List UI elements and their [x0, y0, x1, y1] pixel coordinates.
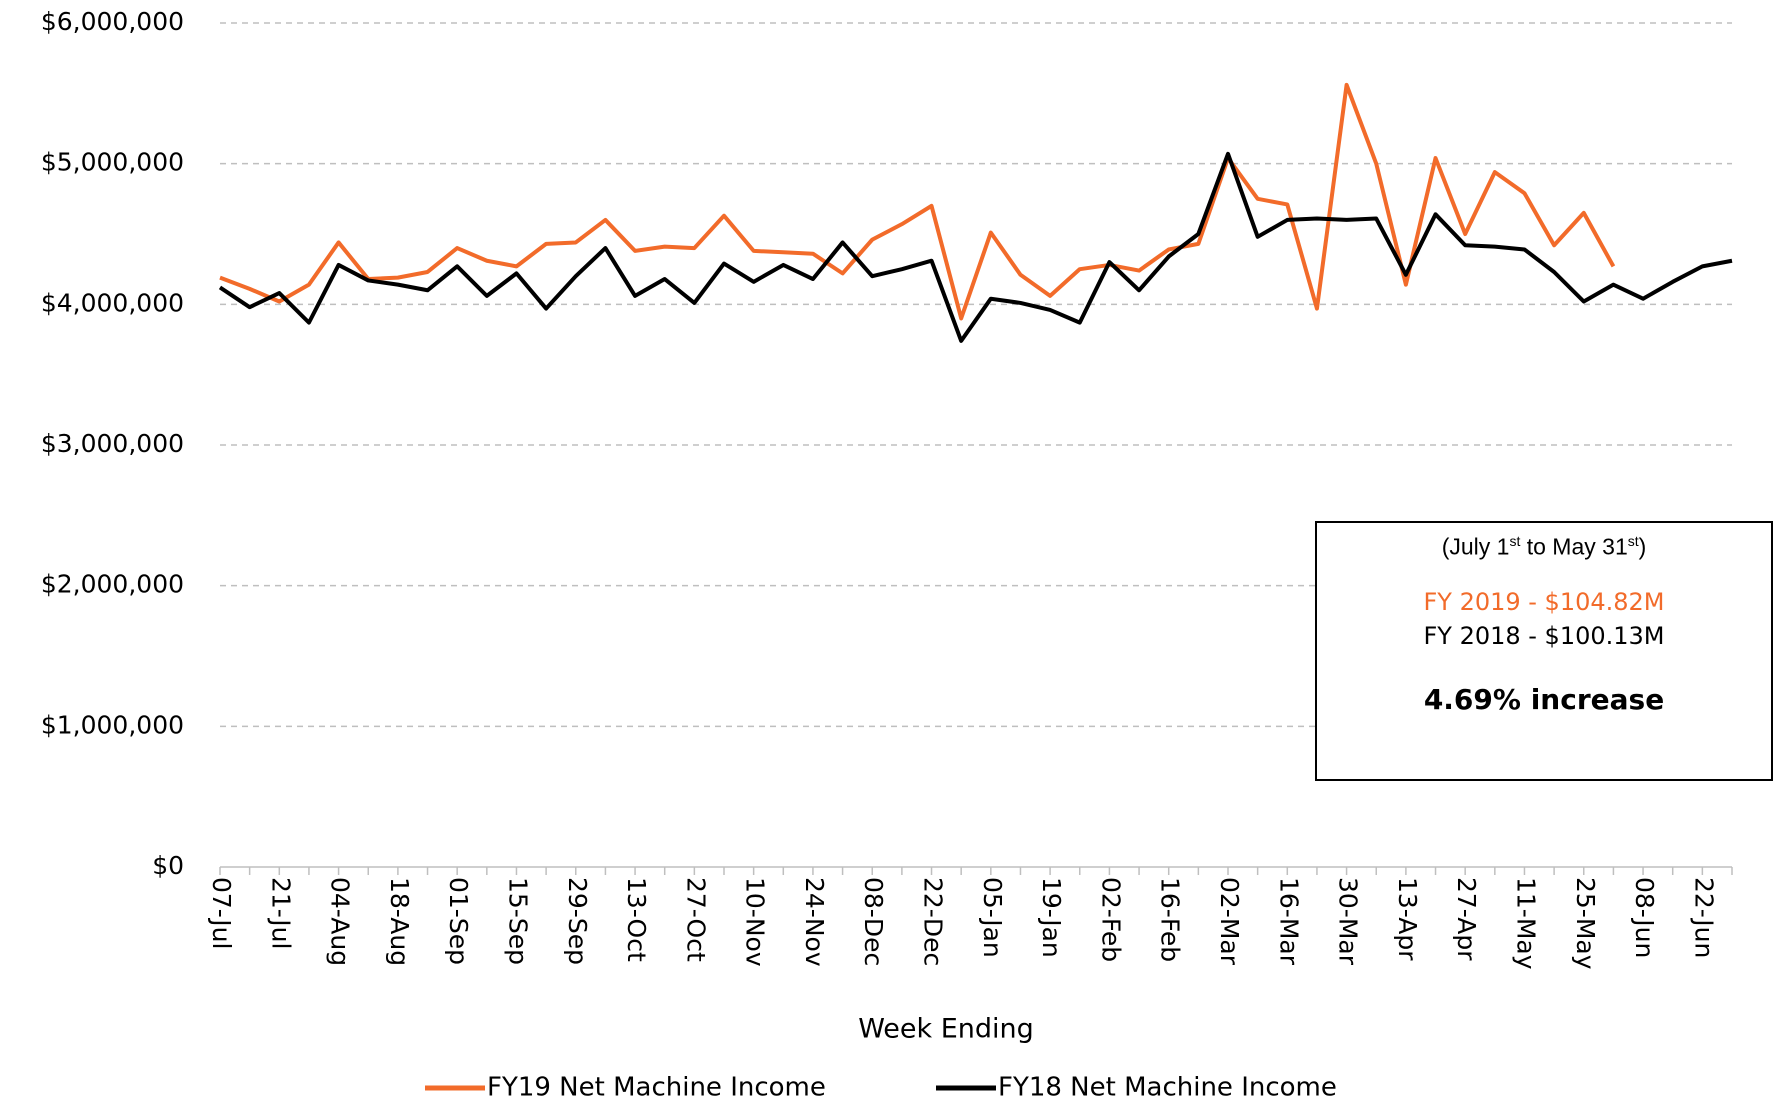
x-tick-label: 27-Apr — [1452, 877, 1481, 961]
period-text: ) — [1638, 533, 1647, 560]
series-line — [219, 82, 1616, 321]
x-tick-label: 02-Feb — [1096, 877, 1125, 962]
x-tick-label: 01-Sep — [444, 877, 473, 965]
x-tick-label: 05-Jan — [978, 877, 1007, 958]
period-text: to May 31 — [1520, 533, 1628, 560]
x-tick-label: 24-Nov — [800, 877, 829, 967]
y-tick-label: $0 — [152, 851, 184, 880]
x-tick-label: 22-Dec — [919, 877, 948, 966]
x-tick-label: 21-Jul — [266, 877, 295, 949]
x-tick-label: 25-May — [1571, 877, 1600, 970]
y-tick-label: $4,000,000 — [41, 288, 184, 317]
x-tick-label: 18-Aug — [385, 877, 414, 966]
x-tick-label: 22-Jun — [1689, 877, 1718, 958]
annotation-change: 4.69% increase — [1423, 682, 1665, 716]
x-tick-label: 16-Feb — [1156, 877, 1185, 962]
x-tick-label: 19-Jan — [1037, 877, 1066, 958]
x-tick-label: 16-Mar — [1274, 877, 1303, 966]
x-tick-label: 30-Mar — [1334, 877, 1363, 966]
annotation-fy2018: FY 2018 - $100.13M — [1423, 621, 1665, 650]
series-line — [218, 151, 1733, 343]
x-tick-label: 08-Dec — [859, 877, 888, 966]
x-tick-label: 15-Sep — [503, 877, 532, 965]
x-tick-label: 07-Jul — [207, 877, 236, 949]
x-tick-label: 29-Sep — [563, 877, 592, 965]
legend-label: FY18 Net Machine Income — [998, 1073, 1337, 1103]
y-tick-label: $5,000,000 — [41, 148, 184, 177]
x-tick-label: 10-Nov — [741, 877, 770, 967]
x-tick-label: 08-Jun — [1630, 877, 1659, 958]
y-tick-label: $1,000,000 — [41, 710, 184, 739]
annotation-fy2019: FY 2019 - $104.82M — [1423, 587, 1665, 616]
x-tick-label: 02-Mar — [1215, 877, 1244, 966]
period-sup: st — [1627, 533, 1639, 549]
x-tick-label: 13-Oct — [622, 877, 651, 962]
y-tick-label: $6,000,000 — [41, 7, 184, 36]
y-tick-label: $3,000,000 — [41, 429, 184, 458]
x-tick-label: 04-Aug — [326, 877, 355, 966]
period-text: (July 1 — [1441, 533, 1510, 560]
x-axis-title: Week Ending — [858, 1014, 1034, 1045]
period-sup: st — [1509, 533, 1521, 549]
annotation-period: (July 1st to May 31st) — [1317, 533, 1771, 561]
annotation-box: (July 1st to May 31st) FY 2019 - $104.82… — [1315, 521, 1773, 781]
legend-label: FY19 Net Machine Income — [487, 1073, 826, 1103]
x-tick-label: 13-Apr — [1393, 877, 1422, 961]
y-tick-label: $2,000,000 — [41, 570, 184, 599]
x-tick-label: 27-Oct — [681, 877, 710, 962]
x-tick-label: 11-May — [1511, 877, 1540, 970]
